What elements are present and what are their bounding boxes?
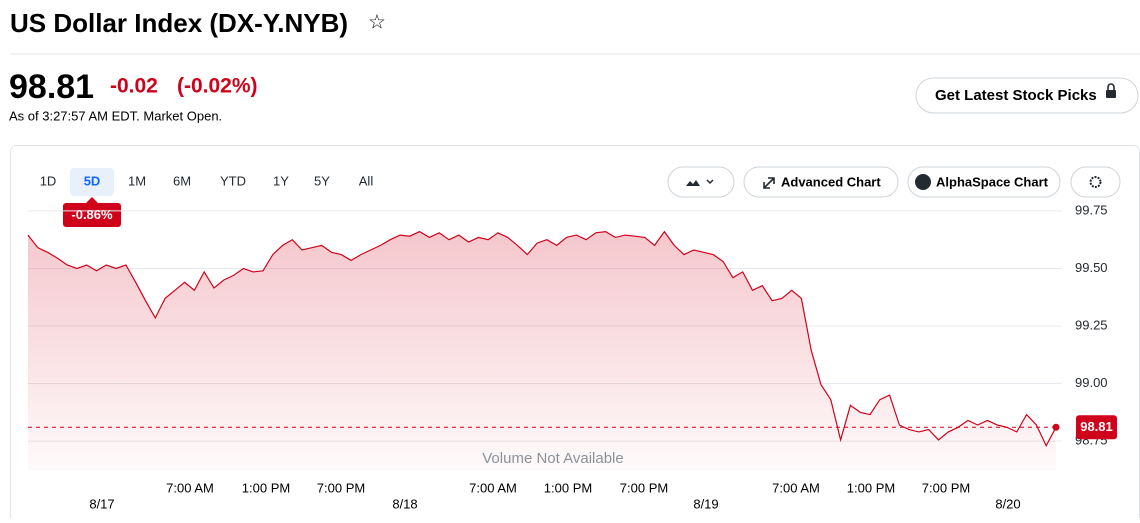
price-marker-box bbox=[1076, 415, 1117, 440]
cta-label[interactable]: Get Latest Stock Picks bbox=[935, 87, 1097, 104]
alphaspace-icon bbox=[915, 174, 931, 190]
x-tick-label: 7:00 PM bbox=[922, 480, 970, 495]
volume-note: Volume Not Available bbox=[482, 450, 623, 467]
y-tick-label: 99.00 bbox=[1075, 375, 1108, 390]
price-marker-label: 98.81 bbox=[1080, 419, 1113, 434]
x-tick-label: 1:00 PM bbox=[847, 480, 895, 495]
settings-icon bbox=[1089, 176, 1102, 188]
y-tick-label: 99.50 bbox=[1075, 260, 1108, 275]
chart-type-icon bbox=[686, 180, 700, 186]
title: US Dollar Index (DX-Y.NYB) bbox=[10, 8, 348, 38]
dropdown-caret bbox=[706, 179, 714, 185]
price-line bbox=[27, 230, 1057, 448]
price-marker-dot bbox=[1052, 423, 1060, 431]
advanced-chart-button[interactable] bbox=[743, 166, 899, 198]
plot: -0.86% 99.7599.5099.2599.0098.7598.81Volu… bbox=[27, 197, 1117, 511]
lock-icon-shackle bbox=[1107, 83, 1115, 90]
range-tab[interactable]: All bbox=[359, 173, 374, 188]
change: -0.02 bbox=[110, 75, 158, 98]
range-tab[interactable]: 6M bbox=[173, 173, 191, 188]
x-tick-label: 1:00 PM bbox=[544, 480, 592, 495]
x-tick-label: 7:00 AM bbox=[166, 480, 214, 495]
range-tab[interactable]: 5D bbox=[84, 173, 101, 188]
date-label: 8/19 bbox=[693, 496, 718, 511]
as-of: As of 3:27:57 AM EDT. Market Open. bbox=[9, 108, 222, 123]
expand-icon bbox=[763, 177, 775, 189]
change-pct: (-0.02%) bbox=[177, 75, 258, 98]
x-tick-label: 7:00 PM bbox=[317, 480, 365, 495]
y-tick-label: 99.75 bbox=[1075, 202, 1108, 217]
date-label: 8/20 bbox=[995, 496, 1020, 511]
period-change-badge bbox=[63, 203, 121, 227]
range-tab[interactable]: 1M bbox=[128, 173, 146, 188]
tab-selected-bg bbox=[70, 168, 114, 196]
badge-pointer bbox=[86, 197, 98, 203]
range-tab[interactable]: 1Y bbox=[273, 173, 289, 188]
lock-icon bbox=[1106, 90, 1116, 98]
x-tick-label: 7:00 PM bbox=[620, 480, 668, 495]
cta-button[interactable] bbox=[915, 77, 1139, 114]
range-tab[interactable]: 1D bbox=[40, 173, 57, 188]
alphaspace-button[interactable] bbox=[907, 166, 1061, 198]
advanced-chart-label[interactable]: Advanced Chart bbox=[781, 174, 881, 189]
settings-button[interactable] bbox=[1070, 166, 1121, 198]
price: 98.81 bbox=[9, 68, 94, 106]
x-tick-label: 7:00 AM bbox=[469, 480, 517, 495]
period-change: -0.86% bbox=[71, 207, 113, 222]
date-label: 8/17 bbox=[89, 496, 114, 511]
star-icon[interactable]: ☆ bbox=[368, 11, 386, 33]
area bbox=[28, 231, 1056, 470]
alphaspace-label[interactable]: AlphaSpace Chart bbox=[936, 174, 1049, 189]
range-tab[interactable]: 5Y bbox=[314, 173, 330, 188]
x-tick-label: 7:00 AM bbox=[772, 480, 820, 495]
y-tick-label: 99.25 bbox=[1075, 317, 1108, 332]
date-label: 8/18 bbox=[392, 496, 417, 511]
range-tab[interactable]: YTD bbox=[220, 173, 246, 188]
x-tick-label: 1:00 PM bbox=[242, 480, 290, 495]
range-tabs: 1D 5D 1M 6M YTD 1Y 5Y All bbox=[40, 168, 374, 196]
chart-type-button[interactable] bbox=[667, 166, 735, 198]
